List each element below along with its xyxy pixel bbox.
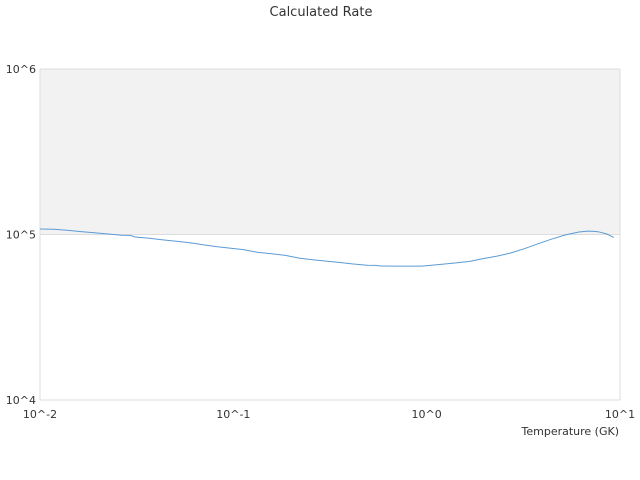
y-tick-label-0: 10^4 [6,394,36,407]
x-tick-label-1: 10^-1 [216,408,250,421]
chart-title: Calculated Rate [270,5,373,20]
grid-lines [39,68,621,401]
x-tick-label-3: 10^1 [605,408,635,421]
shaded-band [40,69,620,235]
x-axis-ticks: 10^-2 10^-1 10^0 10^1 [23,408,635,421]
x-tick-label-0: 10^-2 [23,408,57,421]
y-tick-label-2: 10^6 [6,63,36,76]
series-line-0 [39,228,615,267]
x-axis-label: Temperature (GK) [521,425,620,438]
y-tick-label-1: 10^5 [6,229,36,242]
x-tick-label-2: 10^0 [412,408,442,421]
series-group [39,228,615,267]
y-axis-ticks: 10^4 10^5 10^6 [6,63,36,407]
